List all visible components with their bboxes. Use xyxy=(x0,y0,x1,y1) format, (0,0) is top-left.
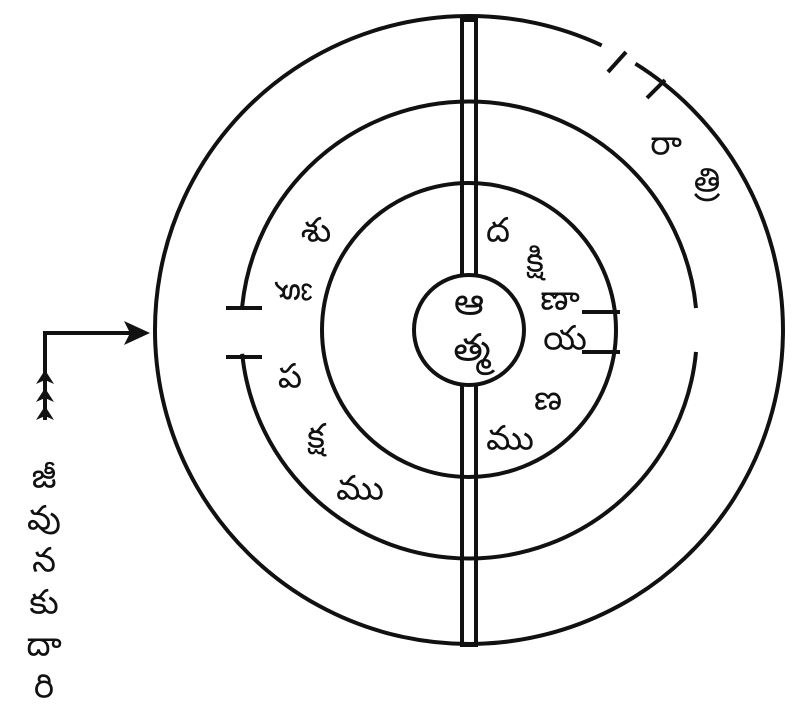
left-lower-glyph-1: ప xyxy=(278,357,302,397)
side-glyph-6: రి xyxy=(34,667,54,707)
outer-ring xyxy=(152,14,785,646)
outer-glyph-1: రా xyxy=(650,124,682,164)
outer-ring-gap-tick-right xyxy=(645,78,667,100)
outer-ring-gap-tick-left xyxy=(606,50,628,74)
center-glyph-1: ఆ xyxy=(454,280,484,324)
left-lower-glyph-3: ము xyxy=(336,469,384,509)
left-lower-glyph-2: క్ష xyxy=(307,417,327,457)
side-glyph-5: దా xyxy=(26,625,61,665)
side-glyph-3: న xyxy=(32,541,56,581)
right-glyph-6: ము xyxy=(486,419,534,459)
center-glyph-2: త్మ xyxy=(453,326,496,376)
right-glyph-1: ద xyxy=(486,211,510,251)
right-glyph-4: య xyxy=(543,319,587,359)
gapped-ring-left-upper xyxy=(240,99,698,309)
side-glyph-2: వు xyxy=(27,499,61,539)
left-upper-glyph-1: శు xyxy=(301,211,331,251)
outer-glyph-2: త్రి xyxy=(693,161,720,202)
side-glyph-1: జీ xyxy=(32,457,57,497)
gapped-ring-lower xyxy=(240,351,698,561)
center-circle xyxy=(412,273,526,387)
right-glyph-3: ణా xyxy=(540,279,580,319)
right-glyph-2: క్షి xyxy=(526,241,546,281)
entry-arrow xyxy=(36,321,150,420)
inner-ring xyxy=(320,181,618,479)
side-glyph-4: కు xyxy=(29,583,59,623)
right-glyph-5: ణ xyxy=(534,379,562,419)
left-upper-glyph-2: క్ల xyxy=(269,281,313,301)
